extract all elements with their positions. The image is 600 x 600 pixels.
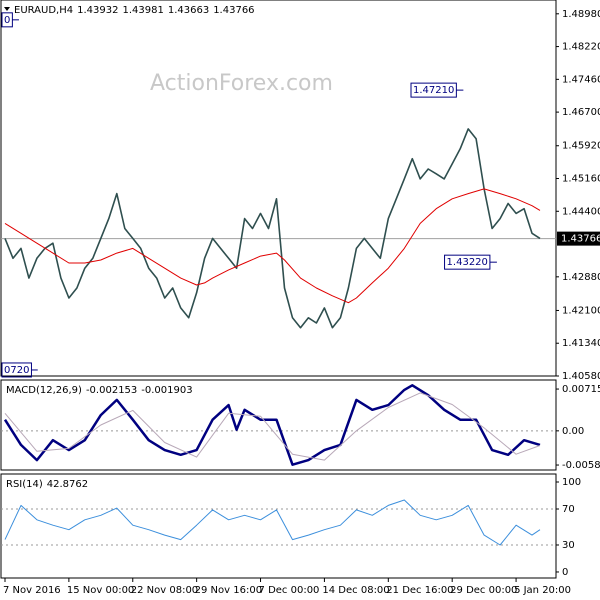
x-tick-label: 29 Dec 00:00 [450, 585, 517, 596]
watermark: ActionForex.com [150, 71, 333, 96]
panel-readout: -0.002153 [86, 385, 137, 396]
panel-readout: 1.43766 [213, 5, 254, 16]
series-line [3, 384, 541, 466]
panel-readout: -0.001903 [141, 385, 192, 396]
y-tick-label: 1.45160 [562, 174, 600, 185]
y-tick-label: 30 [562, 540, 575, 551]
y-tick-label: 0 [562, 567, 568, 578]
x-tick-label: 15 Nov 00:00 [67, 585, 134, 596]
series-line [4, 188, 541, 304]
y-tick-label: 1.48980 [562, 9, 600, 20]
panel-readout: 1.43663 [168, 5, 209, 16]
panel-readout: 1.43981 [122, 5, 163, 16]
x-tick-label: 29 Nov 16:00 [195, 585, 262, 596]
y-tick-label: 1.46700 [562, 107, 600, 118]
dropdown-marker [4, 7, 10, 11]
last-price-label: 1.43766 [561, 234, 600, 245]
x-tick-label: 21 Dec 16:00 [386, 585, 453, 596]
panel-readout: 1.43932 [77, 5, 118, 16]
series-line [4, 128, 541, 329]
x-tick-label: 5 Jan 20:00 [514, 585, 571, 596]
panel-readout: 42.8762 [47, 479, 88, 490]
panel-frame [0, 0, 557, 377]
x-tick-label: 14 Dec 08:00 [322, 585, 389, 596]
x-tick-label: 7 Nov 2016 [3, 585, 61, 596]
y-tick-label: 1.47460 [562, 74, 600, 85]
panel-title: EURAUD,H4 [14, 5, 73, 16]
y-tick-label: 1.48220 [562, 42, 600, 53]
y-tick-label: 100 [562, 477, 581, 488]
y-tick-label: 0.00 [562, 426, 584, 437]
y-tick-label: 1.44400 [562, 206, 600, 217]
x-tick-label: 7 Dec 00:00 [259, 585, 320, 596]
annotation-label: 1.47210 [413, 85, 454, 96]
y-tick-label: 0.007152 [562, 384, 600, 395]
y-tick-label: 1.41340 [562, 338, 600, 349]
series-line [4, 392, 541, 461]
y-tick-label: 1.42880 [562, 272, 600, 283]
annotation-label: 0720 [4, 365, 29, 376]
annotation-label: 0 [4, 15, 10, 26]
y-tick-label: 1.42100 [562, 305, 600, 316]
last-price-box [557, 231, 600, 246]
panel-frame [0, 473, 557, 579]
y-tick-label: 70 [562, 504, 575, 515]
panel-frame [0, 379, 557, 471]
panel-title: MACD(12,26,9) [6, 385, 82, 396]
series-line [4, 499, 541, 546]
y-tick-label: 1.40580 [562, 371, 600, 382]
panel-title: RSI(14) [6, 479, 43, 490]
annotation-label: 1.43220 [447, 257, 488, 268]
y-tick-label: 1.45920 [562, 141, 600, 152]
y-tick-label: -0.00585 [562, 460, 600, 471]
x-tick-label: 22 Nov 08:00 [131, 585, 198, 596]
